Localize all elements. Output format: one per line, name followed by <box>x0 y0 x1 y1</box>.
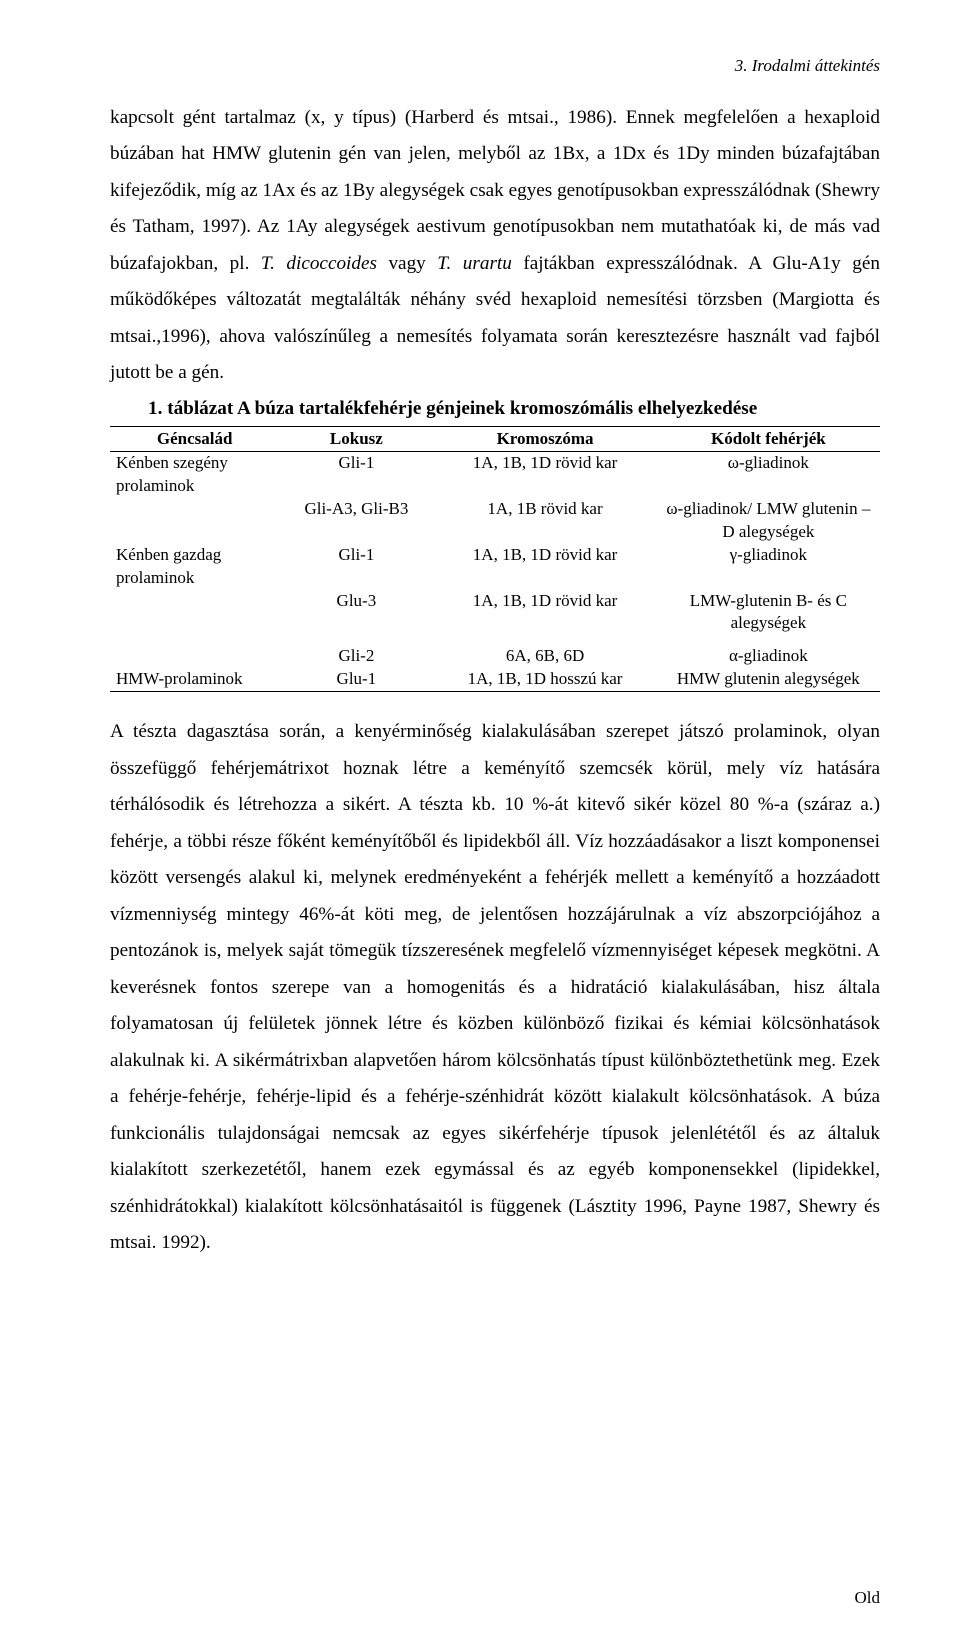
cell-family: Kénben szegény prolaminok <box>110 451 279 497</box>
cell-protein: HMW glutenin alegységek <box>657 668 880 691</box>
cell-locus: Glu-1 <box>279 668 433 691</box>
cell-protein: γ-gliadinok <box>657 544 880 590</box>
p1-text-b: vagy <box>377 253 437 274</box>
table-row: HMW-prolaminok Glu-1 1A, 1B, 1D hosszú k… <box>110 668 880 691</box>
table-header-row: Géncsalád Lokusz Kromoszóma Kódolt fehér… <box>110 426 880 451</box>
protein-gene-table: Géncsalád Lokusz Kromoszóma Kódolt fehér… <box>110 426 880 692</box>
paragraph-1: kapcsolt gént tartalmaz (x, y típus) (Ha… <box>110 100 880 392</box>
cell-family <box>110 498 279 544</box>
cell-chrom: 1A, 1B, 1D rövid kar <box>433 590 656 636</box>
cell-family: Kénben gazdag prolaminok <box>110 544 279 590</box>
cell-family <box>110 645 279 668</box>
cell-chrom: 1A, 1B, 1D rövid kar <box>433 544 656 590</box>
cell-protein: LMW-glutenin B- és C alegységek <box>657 590 880 636</box>
table-row: Gli-2 6A, 6B, 6D α-gliadinok <box>110 645 880 668</box>
th-protein: Kódolt fehérjék <box>657 426 880 451</box>
table-row: Kénben szegény prolaminok Gli-1 1A, 1B, … <box>110 451 880 497</box>
table-title: 1. táblázat A búza tartalékfehérje génje… <box>110 398 880 420</box>
document-page: 3. Irodalmi áttekintés kapcsolt gént tar… <box>0 0 960 1628</box>
running-head: 3. Irodalmi áttekintés <box>110 56 880 76</box>
table-row-spacer <box>110 635 880 645</box>
cell-locus: Gli-2 <box>279 645 433 668</box>
p1-italic-1: T. dicoccoides <box>261 253 377 274</box>
cell-family: HMW-prolaminok <box>110 668 279 691</box>
cell-chrom: 1A, 1B, 1D rövid kar <box>433 451 656 497</box>
th-locus: Lokusz <box>279 426 433 451</box>
cell-chrom: 1A, 1B rövid kar <box>433 498 656 544</box>
cell-chrom: 1A, 1B, 1D hosszú kar <box>433 668 656 691</box>
table-row: Gli-A3, Gli-B3 1A, 1B rövid kar ω-gliadi… <box>110 498 880 544</box>
cell-locus: Gli-1 <box>279 451 433 497</box>
paragraph-2: A tészta dagasztása során, a kenyérminős… <box>110 714 880 1261</box>
p1-text-a: kapcsolt gént tartalmaz (x, y típus) (Ha… <box>110 107 880 274</box>
cell-protein: α-gliadinok <box>657 645 880 668</box>
th-chrom: Kromoszóma <box>433 426 656 451</box>
cell-family <box>110 590 279 636</box>
cell-chrom: 6A, 6B, 6D <box>433 645 656 668</box>
page-footer: Old <box>855 1589 881 1608</box>
cell-locus: Gli-1 <box>279 544 433 590</box>
cell-locus: Glu-3 <box>279 590 433 636</box>
cell-protein: ω-gliadinok <box>657 451 880 497</box>
cell-protein: ω-gliadinok/ LMW glutenin – D alegységek <box>657 498 880 544</box>
th-family: Géncsalád <box>110 426 279 451</box>
p1-italic-2: T. urartu <box>437 253 512 274</box>
cell-locus: Gli-A3, Gli-B3 <box>279 498 433 544</box>
table-row: Glu-3 1A, 1B, 1D rövid kar LMW-glutenin … <box>110 590 880 636</box>
table-row: Kénben gazdag prolaminok Gli-1 1A, 1B, 1… <box>110 544 880 590</box>
